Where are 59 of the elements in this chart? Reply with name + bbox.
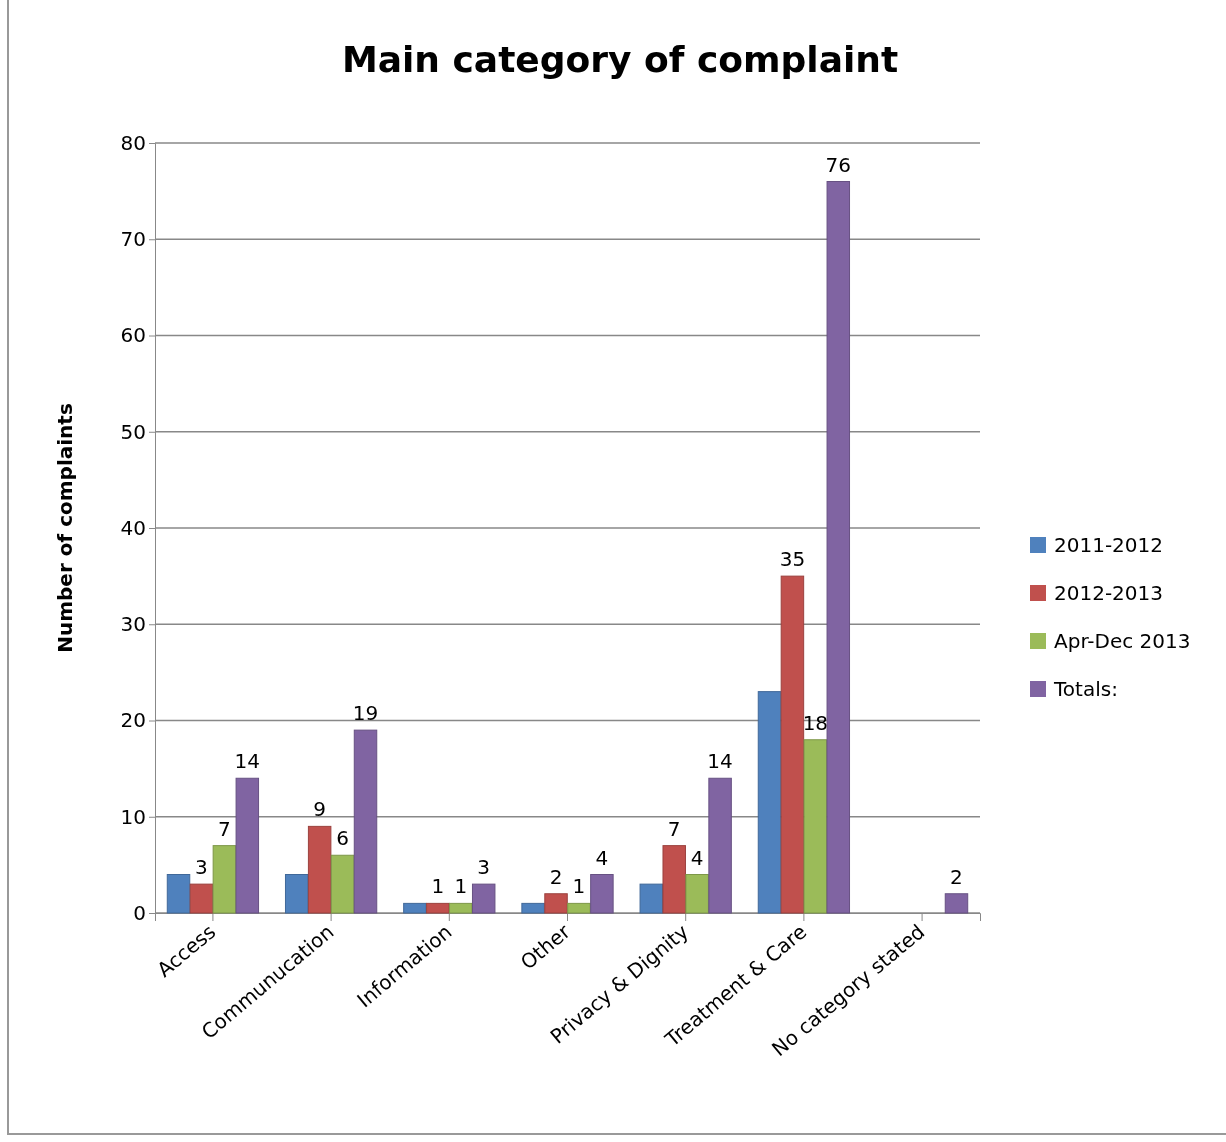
data-label: 14 <box>707 749 733 774</box>
data-label: 18 <box>802 710 829 735</box>
bar <box>757 691 782 914</box>
y-tick-label: 60 <box>120 323 146 348</box>
bar <box>944 893 969 914</box>
bar <box>166 874 191 914</box>
data-label: 19 <box>352 701 379 726</box>
data-label: 3 <box>195 855 208 880</box>
y-axis-title: Number of complaints <box>53 403 77 653</box>
y-tick-label: 70 <box>120 227 146 252</box>
data-label: 35 <box>779 547 806 572</box>
chart-title: Main category of complaint <box>341 39 899 80</box>
y-tick-label: 40 <box>120 515 146 540</box>
bar <box>353 729 378 914</box>
data-label: 1 <box>454 874 468 899</box>
data-label: 2 <box>950 864 963 889</box>
bar <box>708 777 732 914</box>
bar <box>544 893 568 914</box>
bar <box>471 883 496 914</box>
data-label: 6 <box>336 826 349 851</box>
bar <box>803 739 828 914</box>
y-tick-label: 50 <box>120 419 146 444</box>
data-label: 3 <box>477 855 491 880</box>
data-label: 7 <box>667 816 681 841</box>
bar <box>639 883 664 914</box>
bar <box>307 825 332 914</box>
legend-label: Totals: <box>1053 677 1118 701</box>
bar <box>235 777 260 914</box>
y-tick-label: 30 <box>120 612 146 637</box>
bar <box>449 902 473 914</box>
bar <box>284 874 309 914</box>
y-tick-label: 0 <box>133 900 146 925</box>
legend-label: 2012-2013 <box>1054 581 1164 605</box>
bar <box>426 902 450 914</box>
bar <box>685 874 709 914</box>
bar <box>521 902 545 914</box>
data-label: 76 <box>825 152 852 177</box>
data-label: 4 <box>595 845 609 870</box>
bar <box>189 883 214 914</box>
legend-label: Apr-Dec 2013 <box>1054 629 1191 653</box>
bar <box>212 845 237 914</box>
y-tick-label: 10 <box>120 804 146 829</box>
y-tick-label: 80 <box>120 130 146 155</box>
data-label: 1 <box>572 874 586 899</box>
data-label: 4 <box>690 845 704 870</box>
bar <box>780 575 805 914</box>
data-label: 14 <box>234 749 261 774</box>
data-label: 7 <box>218 816 231 841</box>
bar <box>590 874 614 914</box>
bar <box>403 902 427 914</box>
legend-label: 2011-2012 <box>1054 533 1164 557</box>
data-label: 2 <box>549 864 563 889</box>
bar <box>330 854 355 914</box>
data-label: 1 <box>431 874 445 899</box>
data-label: 9 <box>313 797 327 822</box>
y-tick-label: 20 <box>120 708 146 733</box>
bar <box>567 902 591 914</box>
bar <box>826 181 851 914</box>
bar <box>662 845 686 914</box>
